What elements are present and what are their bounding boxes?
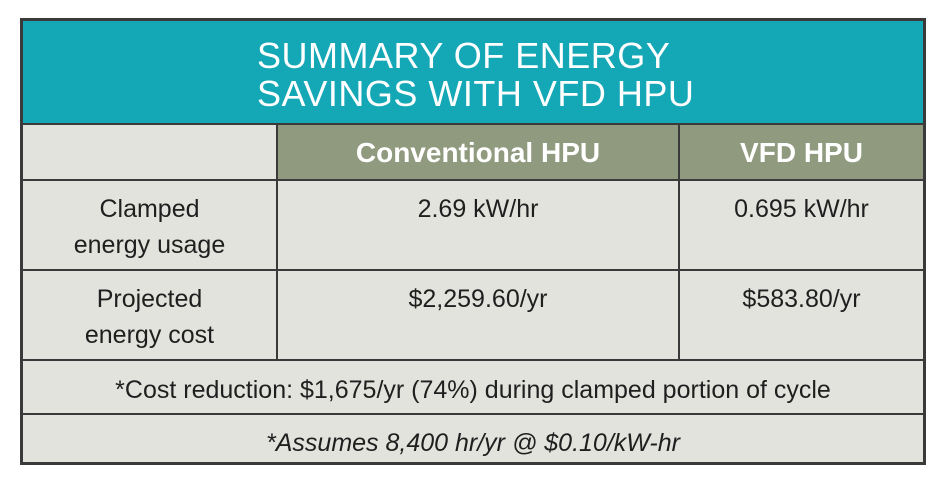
divider [23,359,923,361]
header-empty-cell [23,125,276,181]
cost-reduction-summary: *Cost reduction: $1,675/yr (74%) during … [115,376,831,404]
divider [276,125,278,361]
row-label-line: Projected [96,285,203,313]
table-title-line-2: SAVINGS WITH VFD HPU [257,73,695,114]
cell-conventional-usage: 2.69 kW/hr [417,195,539,223]
table-title-band: SUMMARY OF ENERGY SAVINGS WITH VFD HPU [23,21,923,125]
row-label-line: energy cost [84,321,215,349]
header-vfd-hpu: VFD HPU [680,125,923,181]
row-label-line: energy usage [73,231,226,259]
table-title-line-1: SUMMARY OF ENERGY [257,35,671,76]
cell-vfd-cost: $583.80/yr [742,285,861,313]
divider [23,269,923,271]
assumptions-footnote: *Assumes 8,400 hr/yr @ $0.10/kW-hr [266,429,680,457]
divider [23,179,923,181]
row-label-line: Clamped [99,195,200,223]
divider [678,125,680,361]
row-label-clamped-energy-usage: Clamped energy usage [23,191,276,271]
energy-savings-table: SUMMARY OF ENERGY SAVINGS WITH VFD HPU C… [20,18,926,465]
row-label-projected-energy-cost: Projected energy cost [23,281,276,361]
divider [23,413,923,415]
cell-vfd-usage: 0.695 kW/hr [734,195,869,223]
header-conventional-hpu: Conventional HPU [278,125,678,181]
cell-conventional-cost: $2,259.60/yr [408,285,548,313]
